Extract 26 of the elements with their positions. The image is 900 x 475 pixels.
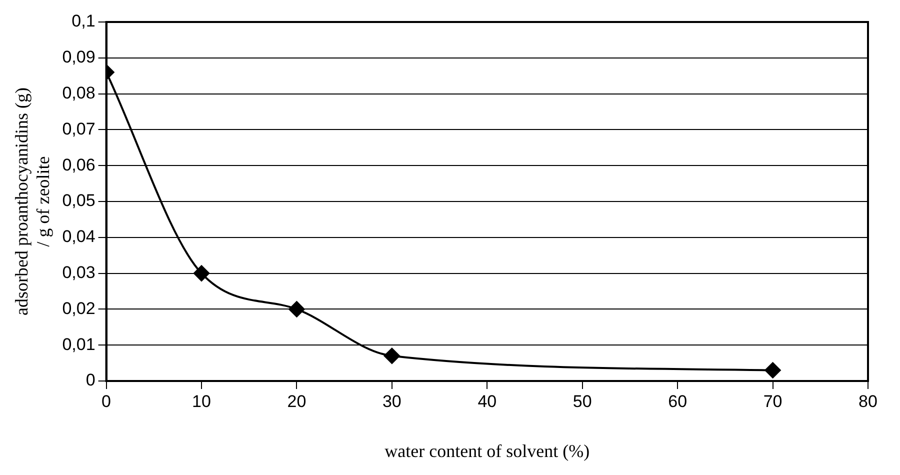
x-tick-label: 0 xyxy=(102,392,112,411)
point xyxy=(764,362,781,378)
point xyxy=(194,265,210,282)
x-tick-label: 10 xyxy=(192,392,211,411)
x-tick-label: 30 xyxy=(382,392,402,411)
y-tick-label: 0,07 xyxy=(62,119,96,138)
x-axis-title: water content of solvent (%) xyxy=(384,440,590,461)
y-tick-label: 0,02 xyxy=(62,298,96,318)
point xyxy=(384,348,400,364)
x-tick-label: 80 xyxy=(858,392,878,411)
y-tick-label: 0,1 xyxy=(72,12,96,31)
y-tick-label: 0,01 xyxy=(62,334,96,354)
point xyxy=(288,301,305,318)
x-tick-label: 60 xyxy=(668,392,688,411)
y-tick-label: 0,05 xyxy=(62,191,96,210)
x-tick-label: 20 xyxy=(287,392,306,411)
x-tick-label: 70 xyxy=(763,392,782,411)
y-tick-label: 0 xyxy=(86,370,96,390)
x-tick-label: 50 xyxy=(572,392,592,411)
x-tick-label: 40 xyxy=(478,392,497,411)
y-tick-label: 0,04 xyxy=(62,227,96,246)
y-tick-label: 0,09 xyxy=(62,48,96,67)
y-axis-title: adsorbed proanthocyanidins (g) / g of zeolite xyxy=(12,88,54,316)
y-tick-label: 0,08 xyxy=(62,83,96,102)
y-tick-label: 0,06 xyxy=(62,155,96,174)
y-tick-label: 0,03 xyxy=(62,262,96,282)
